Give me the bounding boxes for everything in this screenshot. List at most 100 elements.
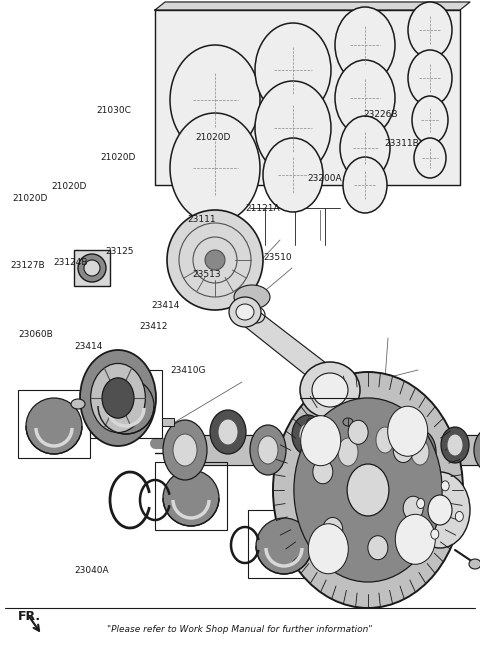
Ellipse shape: [441, 427, 469, 463]
Text: 23060B: 23060B: [18, 330, 53, 339]
Ellipse shape: [210, 410, 246, 454]
Ellipse shape: [330, 427, 366, 477]
Text: 23125: 23125: [106, 247, 134, 256]
Ellipse shape: [388, 406, 428, 456]
Ellipse shape: [255, 23, 331, 117]
Ellipse shape: [343, 157, 387, 213]
Ellipse shape: [335, 60, 395, 136]
Ellipse shape: [338, 438, 358, 466]
Ellipse shape: [26, 398, 82, 454]
Ellipse shape: [300, 362, 360, 418]
Text: 21020D: 21020D: [12, 194, 48, 203]
Ellipse shape: [71, 399, 85, 409]
Ellipse shape: [102, 378, 134, 418]
Ellipse shape: [404, 430, 436, 474]
Ellipse shape: [340, 116, 390, 180]
Ellipse shape: [80, 350, 156, 446]
Ellipse shape: [335, 7, 395, 83]
Ellipse shape: [170, 45, 260, 155]
Ellipse shape: [273, 372, 463, 608]
Ellipse shape: [474, 428, 480, 472]
Text: 21030C: 21030C: [96, 106, 131, 115]
Ellipse shape: [236, 304, 254, 320]
Ellipse shape: [431, 529, 439, 539]
Ellipse shape: [403, 496, 423, 520]
Text: 21020D: 21020D: [101, 153, 136, 162]
Bar: [155, 462, 227, 530]
Ellipse shape: [417, 499, 425, 508]
Ellipse shape: [78, 254, 106, 282]
Polygon shape: [233, 307, 352, 395]
Ellipse shape: [441, 481, 449, 491]
Text: 23414: 23414: [74, 342, 103, 351]
Text: "Please refer to Work Shop Manual for further information": "Please refer to Work Shop Manual for fu…: [107, 626, 373, 634]
Ellipse shape: [84, 260, 100, 276]
Text: 23040A: 23040A: [74, 566, 109, 575]
Text: 23226B: 23226B: [364, 110, 398, 119]
Ellipse shape: [229, 297, 261, 327]
Ellipse shape: [294, 398, 442, 582]
Ellipse shape: [218, 419, 238, 445]
Ellipse shape: [234, 285, 270, 309]
Ellipse shape: [414, 138, 446, 178]
Ellipse shape: [313, 460, 333, 483]
Ellipse shape: [323, 518, 343, 541]
Text: 23414: 23414: [151, 301, 180, 310]
Ellipse shape: [410, 472, 470, 548]
Bar: [90, 370, 162, 438]
Ellipse shape: [369, 418, 401, 462]
Ellipse shape: [396, 514, 435, 564]
Ellipse shape: [91, 363, 145, 432]
Text: 21121A: 21121A: [246, 204, 280, 213]
Ellipse shape: [263, 138, 323, 212]
Text: FR.: FR.: [18, 610, 41, 623]
Ellipse shape: [256, 518, 312, 574]
Ellipse shape: [456, 512, 463, 522]
Text: 23510: 23510: [263, 253, 292, 262]
Ellipse shape: [447, 434, 463, 456]
Ellipse shape: [368, 536, 388, 560]
Ellipse shape: [292, 415, 324, 455]
Ellipse shape: [343, 418, 353, 426]
Ellipse shape: [469, 559, 480, 569]
Polygon shape: [182, 435, 480, 465]
Bar: [248, 510, 320, 578]
Text: 23124B: 23124B: [54, 258, 88, 267]
Bar: [18, 390, 90, 458]
Ellipse shape: [348, 420, 368, 444]
Ellipse shape: [312, 373, 348, 407]
Text: 23111: 23111: [187, 215, 216, 224]
Ellipse shape: [299, 423, 317, 447]
Ellipse shape: [205, 250, 225, 270]
Ellipse shape: [347, 464, 389, 516]
Ellipse shape: [428, 495, 452, 525]
Text: 23311B: 23311B: [384, 138, 419, 148]
Ellipse shape: [408, 2, 452, 58]
Polygon shape: [155, 2, 470, 10]
Ellipse shape: [163, 470, 219, 526]
Text: 23200A: 23200A: [307, 174, 342, 183]
Bar: [74, 250, 110, 286]
Ellipse shape: [163, 420, 207, 480]
Ellipse shape: [255, 81, 331, 175]
Text: 23127B: 23127B: [11, 261, 45, 270]
Text: 21020D: 21020D: [52, 182, 87, 192]
Ellipse shape: [170, 113, 260, 223]
Bar: [162, 418, 174, 426]
Ellipse shape: [173, 434, 197, 466]
Text: 21020D: 21020D: [196, 133, 231, 142]
Ellipse shape: [411, 439, 429, 465]
Ellipse shape: [376, 427, 394, 453]
Ellipse shape: [393, 438, 413, 462]
Text: 23410G: 23410G: [170, 366, 206, 375]
Ellipse shape: [412, 96, 448, 144]
Polygon shape: [155, 10, 460, 185]
Ellipse shape: [308, 523, 348, 574]
Ellipse shape: [307, 418, 317, 426]
Ellipse shape: [300, 416, 341, 466]
Ellipse shape: [408, 50, 452, 106]
Text: 23513: 23513: [192, 270, 221, 279]
Text: 23412: 23412: [139, 322, 168, 331]
Ellipse shape: [98, 378, 154, 434]
Ellipse shape: [258, 436, 278, 464]
